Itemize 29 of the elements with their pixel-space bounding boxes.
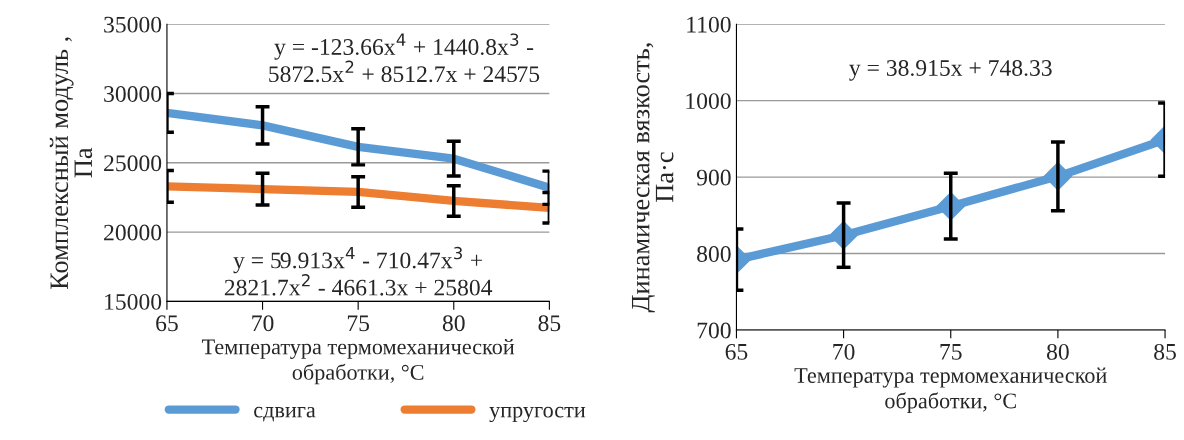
x-tick-label: 85 bbox=[1154, 343, 1176, 360]
x-tick-label: 75 bbox=[347, 315, 370, 332]
legend-label: упругости bbox=[489, 406, 586, 423]
x-tick-label: 80 bbox=[442, 315, 465, 332]
x-tick-label: 70 bbox=[833, 343, 855, 360]
y-tick-label: 15000 bbox=[105, 293, 162, 310]
annotation: y = 38.915x + 748.33 bbox=[849, 59, 1052, 81]
x-tick-label: 85 bbox=[538, 315, 561, 332]
text: y = 59.913x$^{4}$ - 710.47x$^{3}$ + 2821.7x$^{2}$ - 4661.3x + 25804 bbox=[224, 246, 493, 296]
x-axis-title: Температура термомеханической обработки, °C bbox=[794, 367, 1107, 413]
y-axis-title: Динамическая вязкость, Па·с bbox=[631, 43, 674, 313]
y-axis-title: Комплексный модуль , Па bbox=[49, 37, 93, 290]
y-tick-label: 20000 bbox=[104, 224, 162, 241]
legend-label: сдвига bbox=[254, 406, 316, 422]
y-tick-label: 30000 bbox=[104, 85, 162, 102]
y-tick-label: 700 bbox=[697, 322, 731, 339]
x-tick-label: 65 bbox=[725, 343, 748, 360]
x-tick-label: 65 bbox=[156, 315, 178, 332]
y-tick-label: 1000 bbox=[686, 93, 731, 110]
y-tick-label: 800 bbox=[697, 246, 731, 262]
y-tick-label: 35000 bbox=[104, 16, 162, 33]
x-tick-label: 70 bbox=[252, 315, 274, 332]
text: y = -123.66x$^{4}$ + 1440.8x$^{3}$ - 5872.5x$^{2}$ + 8512.7x + 24575 bbox=[269, 33, 540, 83]
x-tick-label: 75 bbox=[940, 344, 962, 360]
y-tick-label: 1100 bbox=[687, 16, 731, 33]
x-tick-label: 80 bbox=[1047, 343, 1069, 360]
y-tick-label: 25000 bbox=[104, 155, 162, 172]
x-axis-title: Температура термомеханической обработки, °C bbox=[201, 338, 515, 385]
y-tick-label: 900 bbox=[696, 169, 731, 186]
